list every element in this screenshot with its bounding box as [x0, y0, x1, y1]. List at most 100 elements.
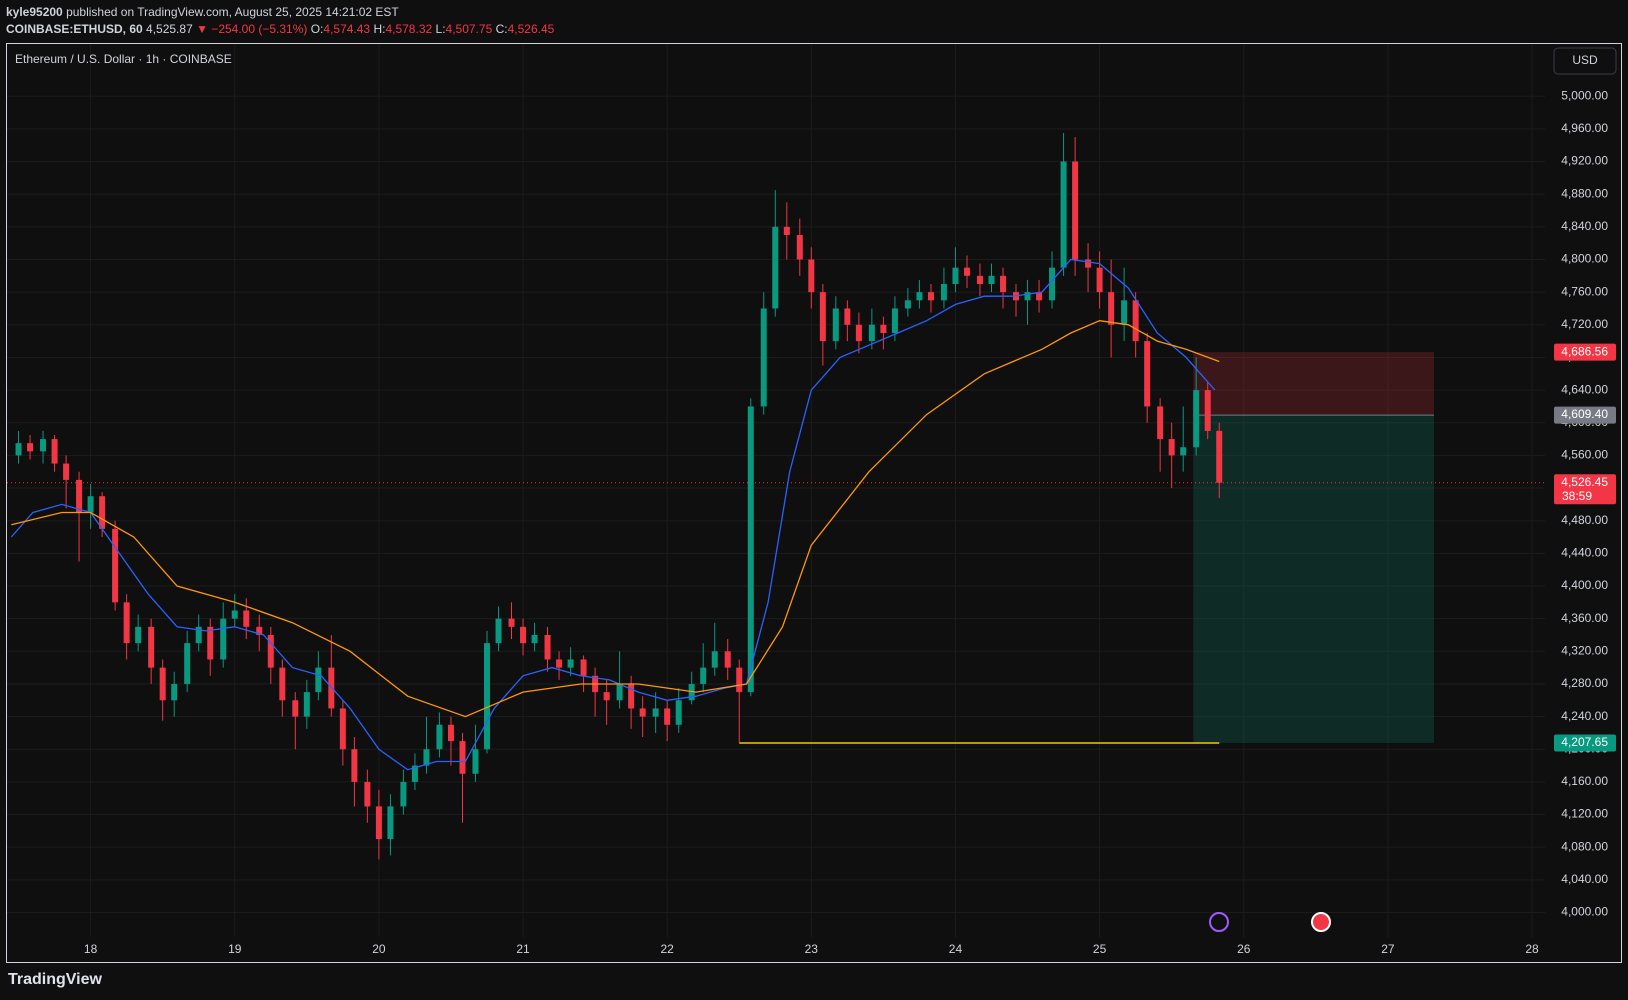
- candle-body: [639, 708, 646, 717]
- y-tick-label: 4,480.00: [1561, 513, 1608, 527]
- candle-body: [952, 267, 959, 284]
- brand: TradingView: [8, 971, 102, 988]
- candle-body: [796, 235, 803, 260]
- target-zone: [1193, 415, 1435, 744]
- candle-body: [1000, 275, 1007, 293]
- candle-body: [855, 324, 862, 342]
- y-tick-label: 4,360.00: [1561, 611, 1608, 625]
- l-label: L:: [435, 22, 446, 36]
- y-tick-label: 4,080.00: [1561, 839, 1608, 853]
- candle-body: [184, 643, 191, 684]
- price-label-box: [1554, 734, 1616, 752]
- candle-body: [423, 749, 430, 766]
- candle-body: [880, 324, 887, 333]
- y-tick-label: 4,440.00: [1561, 546, 1608, 560]
- candle-body: [1193, 390, 1200, 448]
- o-label: O:: [310, 22, 324, 36]
- candle-body: [195, 626, 202, 644]
- y-tick-label: 4,720.00: [1561, 317, 1608, 331]
- candle-body: [844, 308, 851, 325]
- candle-body: [567, 659, 574, 668]
- candle-body: [927, 292, 934, 301]
- candle-body: [652, 708, 659, 717]
- candle-body: [436, 724, 443, 750]
- candle-body: [387, 806, 394, 840]
- price-label: 4,609.40: [1561, 407, 1608, 421]
- countdown: 38:59: [1562, 489, 1592, 503]
- h-label: H:: [373, 22, 386, 36]
- close: 4,526.45: [507, 22, 555, 36]
- candle-body: [832, 308, 839, 342]
- y-tick-label: 4,000.00: [1561, 905, 1608, 919]
- candle-body: [1144, 341, 1151, 407]
- candle-body: [711, 651, 718, 668]
- y-tick-label: 4,320.00: [1561, 643, 1608, 657]
- currency[interactable]: USD: [1572, 53, 1598, 67]
- x-tick-label: 23: [805, 942, 819, 956]
- event-icon[interactable]: [1311, 912, 1331, 932]
- candle-body: [916, 292, 923, 301]
- candle-body: [1204, 390, 1211, 431]
- candle-body: [520, 626, 527, 644]
- x-tick-label: 27: [1381, 942, 1395, 956]
- candle-body: [171, 683, 178, 701]
- stop-zone: [1193, 352, 1435, 416]
- high: 4,578.32: [385, 22, 433, 36]
- y-tick-label: 5,000.00: [1561, 88, 1608, 102]
- publish-info: published on TradingView.com, August 25,…: [66, 5, 399, 19]
- x-tick-label: 18: [84, 942, 98, 956]
- candle-body: [27, 443, 34, 452]
- candle-body: [279, 667, 286, 701]
- candle-body: [256, 626, 263, 635]
- candle-body: [976, 275, 983, 284]
- candle-body: [220, 618, 227, 660]
- price-label-box: [1554, 343, 1616, 361]
- price-label-box: [1554, 474, 1616, 505]
- candle-body: [819, 292, 826, 342]
- candle-body: [447, 724, 454, 742]
- candle-body: [292, 700, 299, 717]
- candle-body: [495, 618, 502, 644]
- y-tick-label: 4,160.00: [1561, 774, 1608, 788]
- change: ▼ −254.00 (−5.31%): [196, 22, 308, 36]
- grid: [7, 44, 1545, 937]
- x-tick-label: 28: [1525, 942, 1539, 956]
- candle-body: [603, 692, 610, 701]
- candle-body: [472, 749, 479, 774]
- candle-body: [1036, 292, 1043, 301]
- x-tick-label: 21: [516, 942, 530, 956]
- candle-body: [760, 308, 767, 407]
- candle-body: [1168, 439, 1175, 456]
- y-tick-label: 4,800.00: [1561, 252, 1608, 266]
- candle-body: [375, 806, 382, 840]
- x-tick-label: 25: [1093, 942, 1107, 956]
- candle-body: [15, 443, 22, 456]
- event-icon[interactable]: [1209, 912, 1229, 932]
- candle-body: [1024, 292, 1031, 301]
- candle-body: [891, 308, 898, 333]
- y-tick-label: 4,240.00: [1561, 709, 1608, 723]
- candle-body: [40, 439, 47, 452]
- candle-body: [1085, 259, 1092, 268]
- candle-body: [339, 708, 346, 750]
- chart-title: Ethereum / U.S. Dollar · 1h · COINBASE: [15, 52, 232, 66]
- candle-body: [123, 602, 130, 644]
- y-tick-label: 4,560.00: [1561, 448, 1608, 462]
- y-tick-label: 4,840.00: [1561, 219, 1608, 233]
- candle-body: [400, 781, 407, 807]
- candle-body: [783, 226, 790, 236]
- candle-body: [700, 667, 707, 684]
- symbol-line: COINBASE:ETHUSD, 60 4,525.87 ▼ −254.00 (…: [6, 22, 554, 36]
- candle-body: [940, 283, 947, 301]
- y-tick-label: 4,040.00: [1561, 872, 1608, 886]
- candle-body: [1157, 406, 1164, 440]
- candle-body: [808, 259, 815, 293]
- candle-body: [988, 275, 995, 284]
- x-tick-label: 19: [228, 942, 242, 956]
- candle-body: [243, 610, 250, 627]
- x-tick-label: 22: [660, 942, 674, 956]
- candle-body: [544, 634, 551, 660]
- currency-button[interactable]: [1553, 47, 1617, 75]
- candle-body: [616, 683, 623, 701]
- candle-body: [1121, 300, 1128, 325]
